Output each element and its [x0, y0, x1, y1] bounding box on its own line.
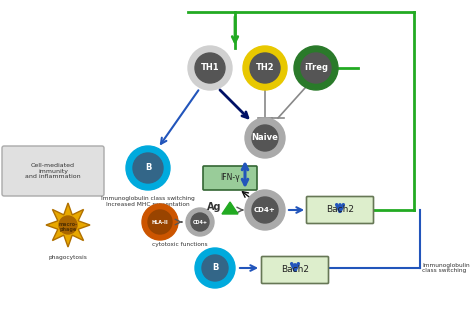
Circle shape	[245, 118, 285, 158]
Circle shape	[148, 210, 172, 234]
Text: Ag: Ag	[207, 202, 221, 212]
Text: CD4+: CD4+	[254, 207, 276, 213]
Circle shape	[126, 146, 170, 190]
Circle shape	[59, 216, 77, 234]
Circle shape	[191, 213, 209, 231]
Circle shape	[294, 46, 338, 90]
Text: TH2: TH2	[255, 64, 274, 73]
Text: Bach2: Bach2	[326, 206, 354, 214]
Circle shape	[195, 53, 225, 83]
Text: B: B	[212, 264, 218, 273]
Circle shape	[186, 208, 214, 236]
Text: Bach2: Bach2	[281, 265, 309, 275]
Text: HLA-II: HLA-II	[152, 219, 168, 224]
Circle shape	[252, 125, 278, 151]
Polygon shape	[222, 202, 238, 214]
Text: CD4+: CD4+	[192, 219, 208, 224]
Circle shape	[250, 53, 280, 83]
Text: Immunoglobulin class switching
Increased MHC presentation: Immunoglobulin class switching Increased…	[101, 196, 195, 207]
FancyBboxPatch shape	[203, 166, 257, 190]
Text: macro-
phage: macro- phage	[58, 222, 78, 232]
FancyBboxPatch shape	[262, 256, 328, 284]
Text: iTreg: iTreg	[304, 64, 328, 73]
FancyBboxPatch shape	[307, 197, 374, 223]
Circle shape	[195, 248, 235, 288]
Polygon shape	[46, 203, 90, 247]
Text: IFN-γ: IFN-γ	[220, 173, 240, 182]
Circle shape	[252, 197, 278, 223]
Text: phagocytosis: phagocytosis	[48, 255, 87, 260]
Circle shape	[142, 204, 178, 240]
Text: Naive: Naive	[252, 134, 278, 142]
Text: Cell-mediated
immunity
and inflammation: Cell-mediated immunity and inflammation	[25, 163, 81, 179]
Circle shape	[188, 46, 232, 90]
FancyBboxPatch shape	[2, 146, 104, 196]
Text: cytotoxic functions: cytotoxic functions	[152, 242, 208, 247]
Circle shape	[243, 46, 287, 90]
Circle shape	[301, 53, 331, 83]
Circle shape	[133, 153, 163, 183]
Circle shape	[245, 190, 285, 230]
Text: B: B	[145, 163, 151, 172]
Text: TH1: TH1	[201, 64, 219, 73]
Circle shape	[202, 255, 228, 281]
Text: Immunoglobulin
class switching: Immunoglobulin class switching	[422, 263, 470, 273]
